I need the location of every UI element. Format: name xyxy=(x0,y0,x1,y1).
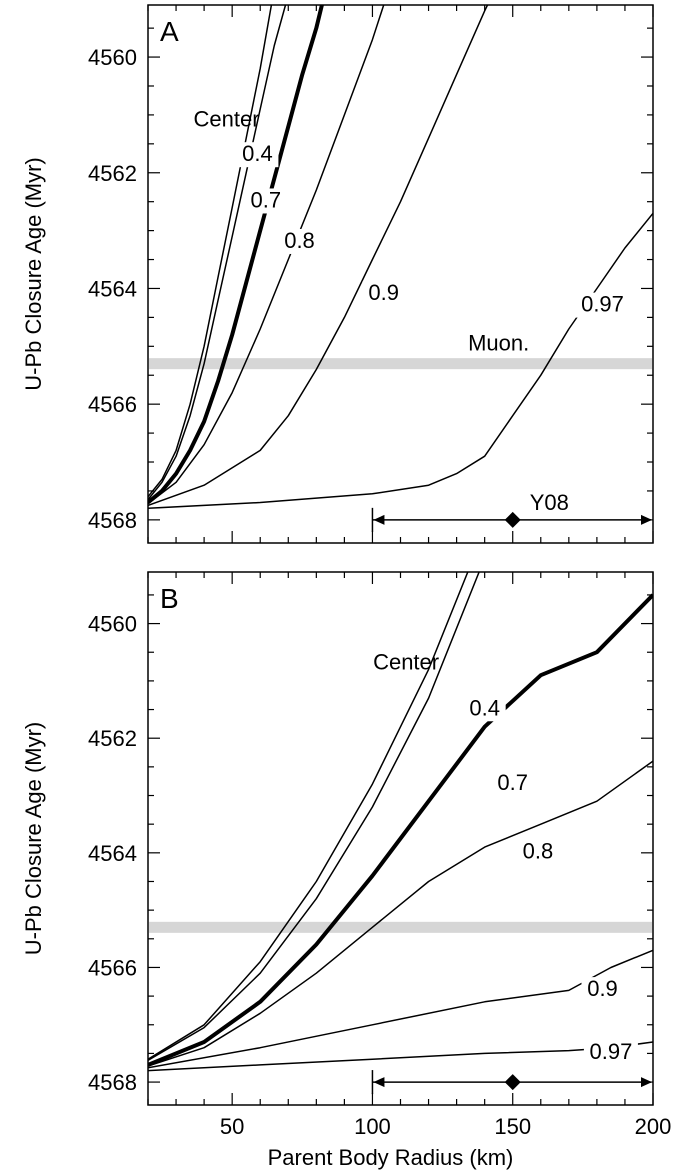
panel-a-label-bg-0-9 xyxy=(362,281,405,307)
panel-a-ytick-label: 4564 xyxy=(88,276,137,301)
panel-a-series-0-9 xyxy=(148,5,489,507)
panel-a-series-0-7 xyxy=(148,5,324,505)
panel-b-xtick-label: 150 xyxy=(494,1114,531,1139)
panel-b-label-bg-0-7 xyxy=(491,770,534,796)
panel-b-series-center xyxy=(148,572,469,1060)
panel-a-label-0-9: 0.9 xyxy=(368,280,399,305)
panel-a-band-label: Muon. xyxy=(468,331,529,356)
panel-b-label-0-8: 0.8 xyxy=(523,839,554,864)
panel-a-label-0-4: 0.4 xyxy=(242,141,273,166)
panel-a-series-center xyxy=(148,5,273,498)
panel-a-label-bg-0-4 xyxy=(236,142,279,168)
panel-b-label-bg-0-9 xyxy=(581,977,624,1003)
panel-b-range-diamond xyxy=(504,1074,521,1091)
panel-b-ytick-label: 4566 xyxy=(88,955,137,980)
panel-b-range-left-arrow xyxy=(373,1077,385,1088)
panel-b-label-0-9: 0.9 xyxy=(587,976,618,1001)
panel-b-xtick-label: 100 xyxy=(354,1114,391,1139)
panel-a-label-bg-0-97 xyxy=(575,292,630,318)
panel-b-xlabel: Parent Body Radius (km) xyxy=(268,1145,514,1170)
panel-a-range-label: Y08 xyxy=(530,490,569,515)
panel-a-letter: A xyxy=(160,16,179,47)
panel-b-series-0-8 xyxy=(148,760,653,1067)
panel-a-series-0-97 xyxy=(148,212,653,510)
panel-b-label-bg-0-4 xyxy=(463,696,506,722)
panel-a-label-bg-0-7 xyxy=(244,188,287,214)
panel-a-ytick-label: 4568 xyxy=(88,508,137,533)
panel-b-label-0-7: 0.7 xyxy=(497,770,528,795)
panel-b-series-0-4 xyxy=(148,572,480,1061)
panel-a-ytick-label: 4566 xyxy=(88,392,137,417)
panel-a-label-0-8: 0.8 xyxy=(284,228,315,253)
panel-b-label-bg-0-97 xyxy=(583,1040,638,1066)
panel-a-series-0-8 xyxy=(148,5,385,505)
panel-a-band xyxy=(149,358,652,370)
panel-b-xtick-label: 200 xyxy=(635,1114,672,1139)
panel-b-curves xyxy=(148,572,653,1072)
panel-b-series-0-7 xyxy=(148,593,653,1067)
panel-b-ytick-label: 4568 xyxy=(88,1070,137,1095)
panel-a-curves xyxy=(148,5,653,510)
panel-a-label-0-7: 0.7 xyxy=(251,187,282,212)
panel-a-label-bg-0-8 xyxy=(278,228,321,254)
panel-a-ytick-label: 4560 xyxy=(88,45,137,70)
panel-a: Muon. Center 0.4 0.70.8 0.9 0.97 Y08 4560 4562 45… xyxy=(21,4,654,544)
panel-b-label-0-97: 0.97 xyxy=(590,1039,633,1064)
panel-b-ytick-label: 4562 xyxy=(88,726,137,751)
panel-b-xtick-label: 50 xyxy=(220,1114,244,1139)
panel-b: Center 0.4 0.7 0.8 0.9 0.97 4560 4562 4564 4566 45… xyxy=(21,571,672,1170)
panel-a-ylabel: U-Pb Closure Age (Myr) xyxy=(21,157,46,391)
panel-b-letter: B xyxy=(160,583,179,614)
panel-b-ytick-label: 4560 xyxy=(88,612,137,637)
panel-b-band xyxy=(149,921,652,933)
panel-a-ytick-label: 4562 xyxy=(88,161,137,186)
panel-b-ytick-label: 4564 xyxy=(88,841,137,866)
panel-b-label-0-4: 0.4 xyxy=(469,695,500,720)
panel-b-series-0-9 xyxy=(148,949,653,1069)
panel-b-label-center: Center xyxy=(373,649,439,674)
panel-a-series-0-4 xyxy=(148,5,287,501)
panel-a-label-center: Center xyxy=(194,106,260,131)
panel-a-range-left-arrow xyxy=(373,514,385,525)
panel-b-series-0-97 xyxy=(148,1041,653,1072)
panel-a-label-0-97: 0.97 xyxy=(581,292,624,317)
panel-a-range-diamond xyxy=(504,511,521,528)
panel-b-label-bg-0-8 xyxy=(516,839,559,865)
panel-b-ylabel: U-Pb Closure Age (Myr) xyxy=(21,722,46,956)
